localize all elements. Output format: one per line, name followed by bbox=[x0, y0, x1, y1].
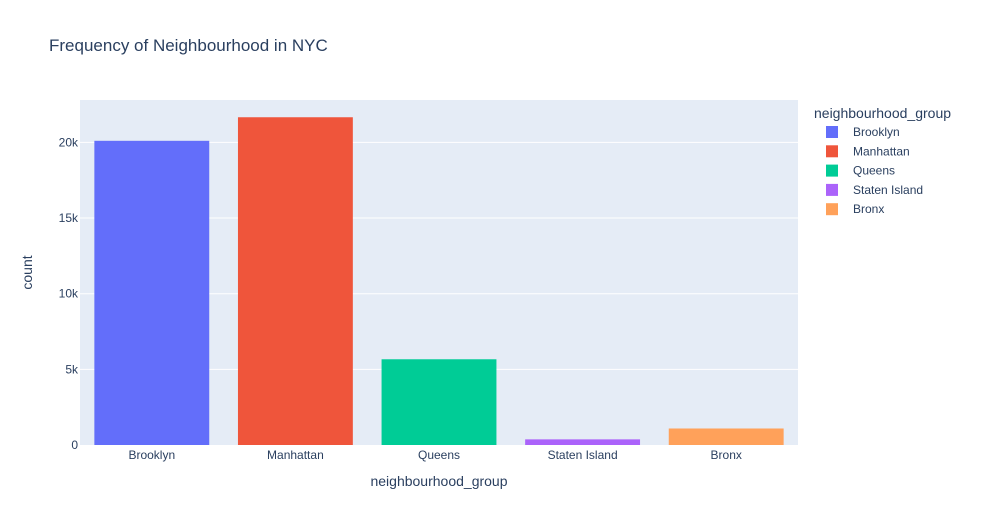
legend-item[interactable]: Queens bbox=[826, 164, 895, 178]
x-tick-label: Bronx bbox=[711, 448, 742, 462]
y-tick-label: 20k bbox=[59, 135, 79, 149]
chart-title: Frequency of Neighbourhood in NYC bbox=[49, 36, 328, 55]
y-tick-label: 0 bbox=[71, 438, 78, 452]
bars bbox=[94, 117, 784, 446]
x-axis-ticks: Brooklyn Manhattan Queens Staten Island Bron… bbox=[128, 448, 741, 462]
bar-brooklyn[interactable] bbox=[94, 140, 210, 445]
x-tick-label: Queens bbox=[418, 448, 460, 462]
y-axis-title: count bbox=[19, 255, 35, 289]
legend-label: Queens bbox=[853, 164, 895, 178]
legend-label: Brooklyn bbox=[853, 125, 900, 139]
x-axis-title: neighbourhood_group bbox=[370, 473, 507, 489]
legend-item[interactable]: Bronx bbox=[826, 202, 884, 216]
legend-swatch bbox=[826, 164, 838, 177]
x-tick-label: Manhattan bbox=[267, 448, 324, 462]
y-axis-ticks: 0 5k 10k 15k 20k bbox=[59, 135, 79, 452]
bar-staten-island[interactable] bbox=[525, 439, 641, 445]
legend-item[interactable]: Staten Island bbox=[826, 183, 923, 197]
bar-queens[interactable] bbox=[381, 359, 497, 445]
bar-bronx[interactable] bbox=[668, 428, 784, 445]
x-tick-label: Staten Island bbox=[548, 448, 618, 462]
legend-item[interactable]: Manhattan bbox=[826, 144, 910, 158]
legend-item[interactable]: Brooklyn bbox=[826, 125, 900, 139]
legend-swatch bbox=[826, 145, 838, 158]
legend-label: Manhattan bbox=[853, 144, 910, 158]
legend: neighbourhood_group Brooklyn Manhattan Que… bbox=[814, 105, 951, 216]
y-tick-label: 5k bbox=[65, 362, 79, 376]
legend-items: Brooklyn Manhattan Queens Staten Island Bron… bbox=[826, 125, 923, 216]
legend-label: Bronx bbox=[853, 202, 884, 216]
legend-swatch bbox=[826, 126, 838, 138]
y-tick-label: 10k bbox=[59, 287, 79, 301]
legend-label: Staten Island bbox=[853, 183, 923, 197]
bar-manhattan[interactable] bbox=[237, 117, 353, 446]
x-tick-label: Brooklyn bbox=[128, 448, 175, 462]
y-tick-label: 15k bbox=[59, 211, 79, 225]
legend-swatch bbox=[826, 183, 838, 196]
legend-title: neighbourhood_group bbox=[814, 105, 951, 121]
legend-swatch bbox=[826, 203, 838, 216]
